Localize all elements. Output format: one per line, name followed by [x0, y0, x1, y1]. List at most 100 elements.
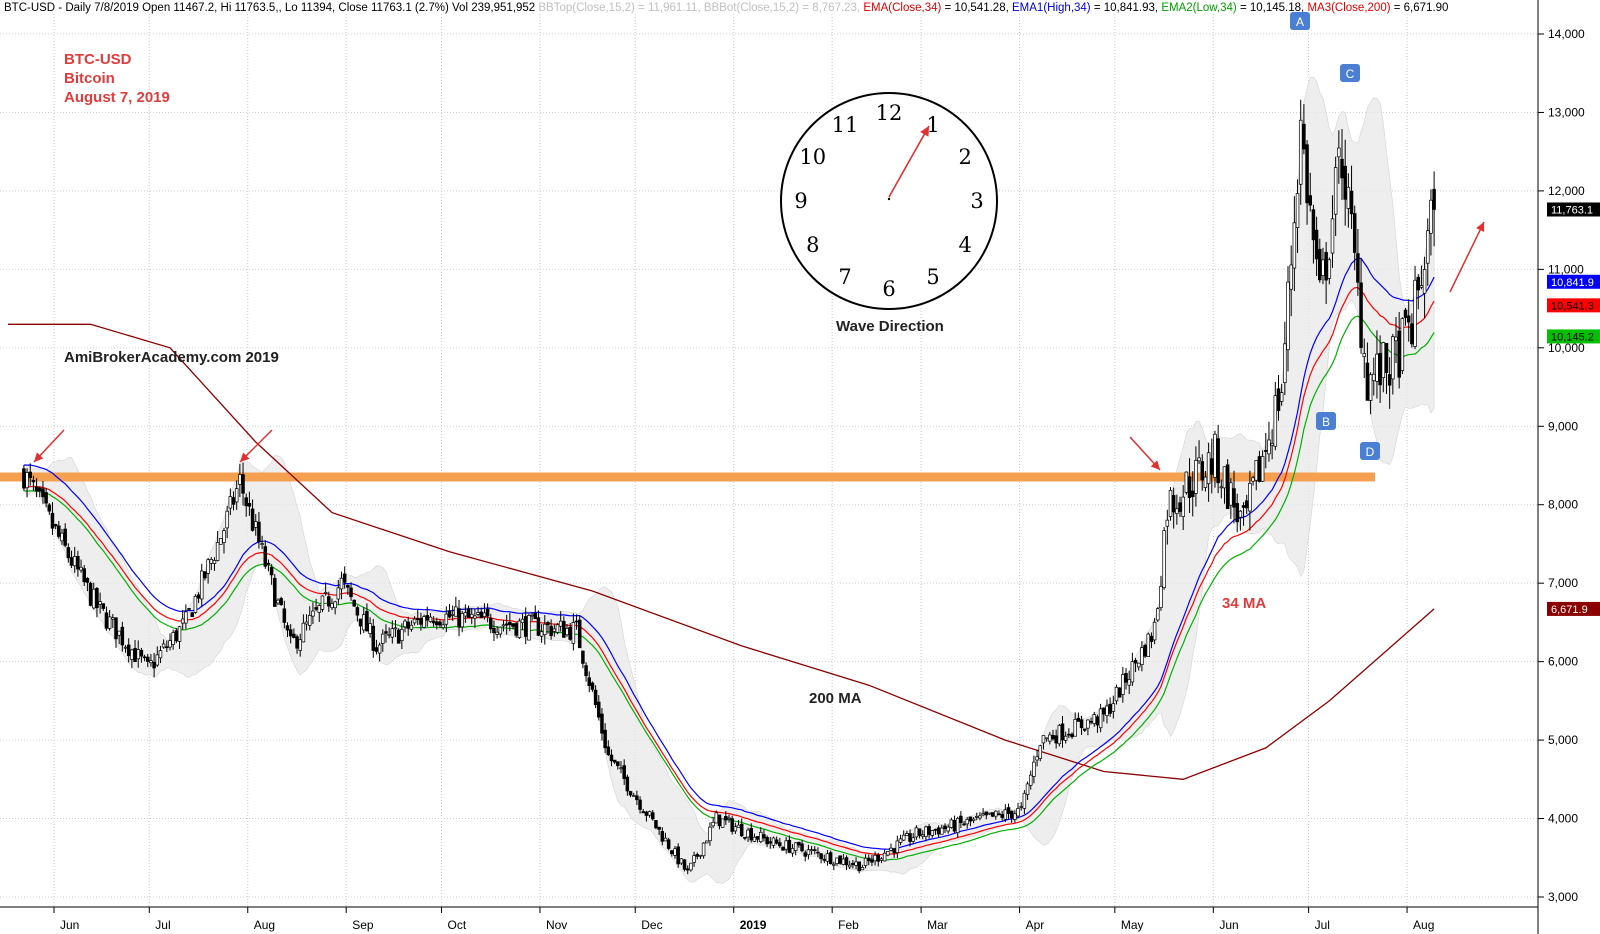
candle [22, 464, 26, 491]
candle-body [625, 776, 630, 792]
candle [809, 845, 814, 855]
candle-body [962, 823, 966, 826]
candle-body [1321, 259, 1325, 277]
ma200-layer [8, 323, 1435, 780]
candle [444, 606, 449, 633]
candle-body [701, 842, 706, 857]
candle-body [50, 512, 55, 529]
candle [1232, 470, 1236, 524]
candle [739, 818, 744, 838]
candle-body [1375, 353, 1379, 382]
candle-body [212, 560, 217, 564]
candle [111, 613, 115, 629]
candle-body [1152, 621, 1157, 641]
candle [1108, 697, 1112, 717]
candle [1333, 156, 1338, 236]
candle [1159, 575, 1163, 611]
candle [288, 624, 293, 644]
candle [1406, 299, 1411, 342]
candles-layer [22, 99, 1436, 875]
candle-body [1305, 144, 1309, 204]
candle [625, 774, 630, 796]
candle [844, 855, 849, 871]
candle [57, 521, 61, 539]
candle-body [139, 649, 144, 657]
candle [152, 653, 156, 678]
candle-body [111, 617, 115, 620]
candle [1251, 475, 1255, 486]
candle [158, 646, 163, 664]
candle [1067, 728, 1071, 739]
candle-body [473, 615, 477, 619]
candle [670, 849, 674, 857]
candle-body [1162, 530, 1166, 588]
candle [1349, 165, 1354, 229]
candle-body [60, 532, 64, 542]
candle [539, 624, 544, 643]
candle-body [1346, 186, 1351, 209]
candle [987, 812, 992, 815]
candle-body [647, 811, 652, 816]
candle [187, 608, 191, 611]
candle-body [1225, 464, 1230, 510]
candle-body [69, 557, 74, 566]
candle-body [600, 713, 604, 734]
wave-labels: A B C D [1290, 12, 1380, 460]
candle [1311, 204, 1316, 264]
candle [47, 503, 52, 515]
candle [155, 646, 160, 667]
candle [225, 505, 229, 539]
wave-badge-label: B [1322, 415, 1330, 429]
candle [857, 861, 861, 874]
candle-body [288, 629, 293, 637]
candle-body [800, 843, 804, 852]
x-tick-label: Oct [447, 918, 466, 932]
candle [1203, 470, 1208, 492]
candle [336, 580, 341, 605]
candle-body [342, 573, 347, 583]
candle [1117, 687, 1122, 698]
candle [1356, 228, 1360, 296]
candle-body [733, 826, 738, 832]
candle-body [435, 621, 439, 626]
candle [622, 759, 626, 785]
ema-low-last-label: 10,145.2 [1551, 331, 1594, 343]
candle [25, 468, 29, 498]
candle [730, 815, 734, 835]
candle-body [365, 610, 369, 632]
candle-body [1241, 505, 1246, 508]
candle [1121, 666, 1125, 703]
candle [149, 654, 153, 667]
candle [1152, 618, 1157, 645]
candle [260, 535, 264, 550]
candle-body [66, 547, 71, 559]
candle [793, 842, 798, 856]
bbbot-text: BBBot(Close,15,2) = 8,767.23, [703, 2, 861, 14]
candle [298, 633, 302, 657]
candle-body [368, 623, 372, 634]
candle [425, 606, 430, 627]
candle-body [92, 588, 96, 609]
candle [1279, 384, 1284, 406]
candle-body [130, 649, 134, 660]
candle-body [714, 812, 719, 824]
candle [31, 475, 36, 491]
candle [1025, 781, 1030, 801]
wave-badge-box [1340, 64, 1360, 82]
candle-body [577, 619, 582, 649]
candle [323, 582, 328, 596]
candle-body [276, 599, 280, 604]
clock-center [887, 197, 891, 201]
candle-body [628, 791, 633, 796]
candle [447, 603, 452, 619]
candle-body [543, 623, 547, 636]
candle [800, 840, 804, 853]
candle-body [736, 824, 741, 828]
candle-body [209, 559, 214, 564]
candle-body [565, 628, 569, 636]
candle [69, 550, 74, 568]
candle-body [724, 816, 728, 821]
candle-body [660, 831, 665, 842]
candle [1397, 312, 1401, 389]
